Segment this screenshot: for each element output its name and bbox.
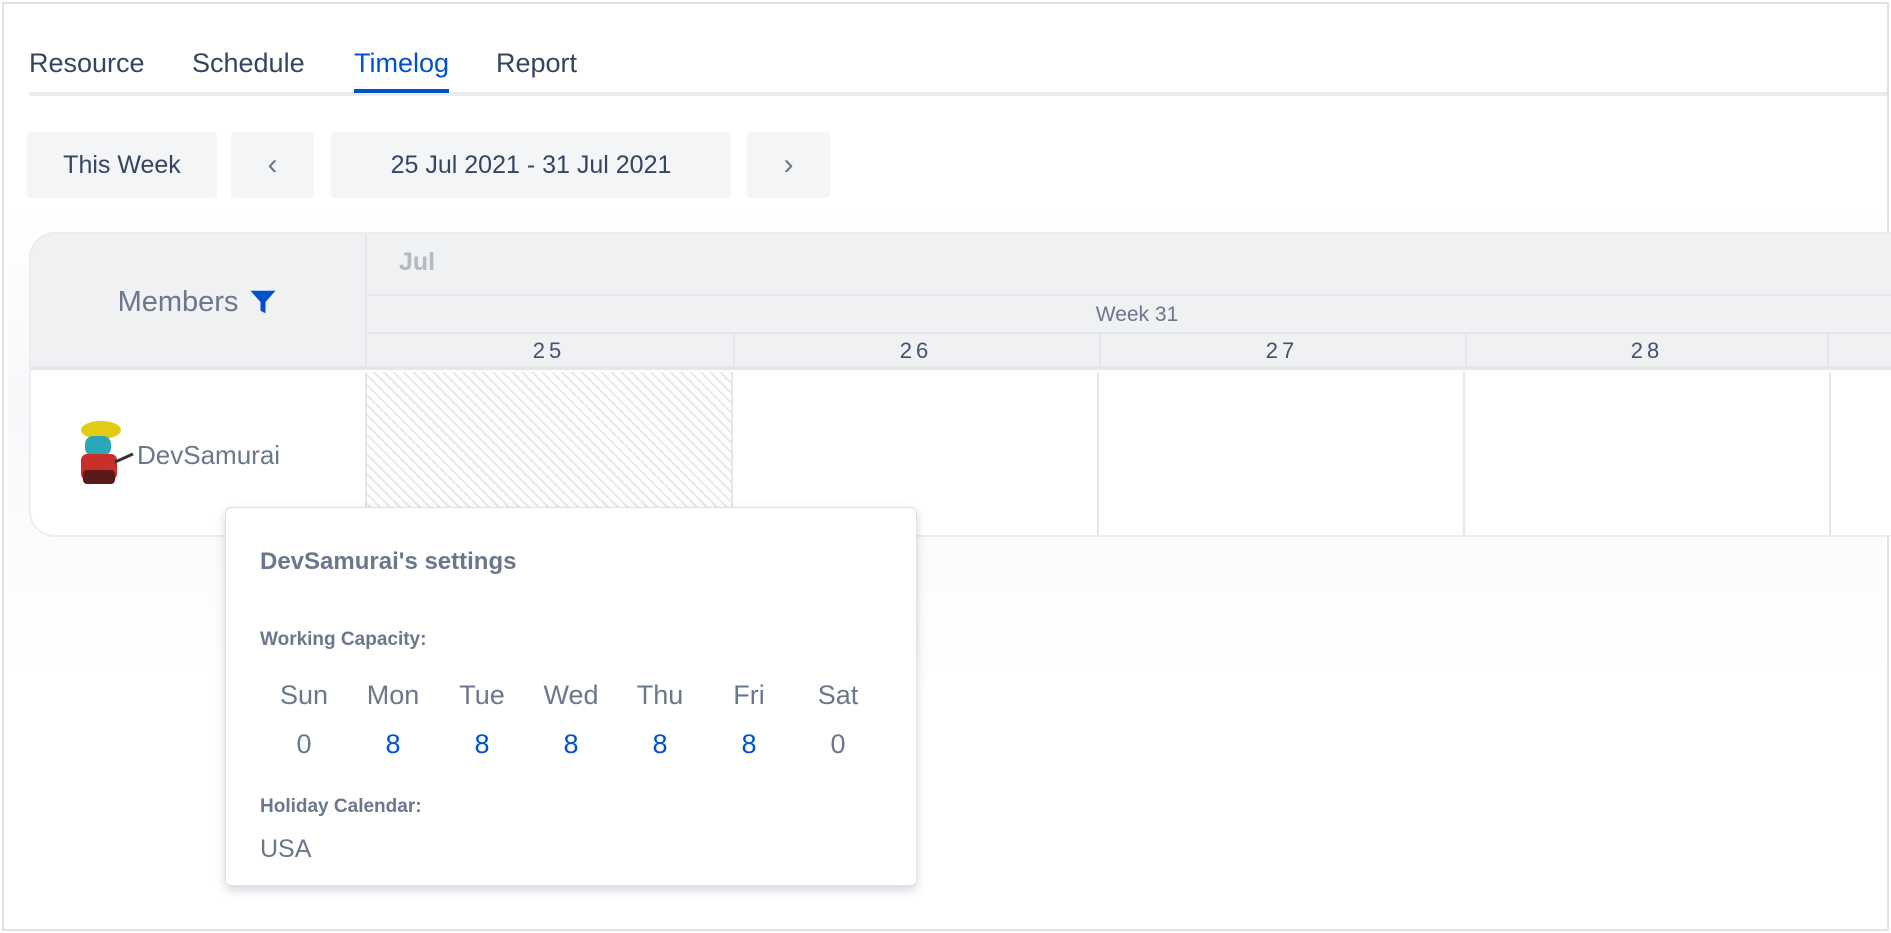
prev-week-button[interactable]: ‹ — [231, 132, 314, 198]
holiday-calendar-value: USA — [260, 835, 312, 863]
tab-timelog[interactable]: Timelog — [354, 48, 450, 93]
grid-header: Members Jul Week 31 25 26 27 28 — [31, 234, 1891, 370]
month-label: Jul — [399, 248, 436, 276]
date-range-button[interactable]: 25 Jul 2021 - 31 Jul 2021 — [331, 132, 731, 198]
capacity-day: Wed — [543, 680, 599, 710]
timeline-grid: Members Jul Week 31 25 26 27 28 De — [29, 232, 1891, 537]
working-capacity-label: Working Capacity: — [260, 629, 427, 650]
members-header: Members — [31, 234, 367, 370]
day-header: 28 — [1465, 334, 1829, 368]
divider — [367, 332, 1891, 334]
member-row[interactable]: DevSamurai — [71, 418, 280, 492]
capacity-day: Thu — [636, 680, 684, 710]
capacity-hours: 0 — [830, 729, 846, 759]
day-cell[interactable] — [733, 372, 1099, 535]
capacity-day: Fri — [733, 680, 765, 710]
tab-schedule[interactable]: Schedule — [192, 48, 305, 78]
capacity-day: Sun — [279, 680, 329, 710]
capacity-hours: 8 — [385, 729, 401, 759]
tab-report[interactable]: Report — [496, 48, 578, 78]
day-cell[interactable] — [1099, 372, 1465, 535]
capacity-day: Tue — [459, 680, 505, 710]
capacity-hours: 8 — [652, 729, 668, 759]
member-cell — [31, 372, 367, 535]
capacity-hours: 8 — [563, 729, 579, 759]
members-label: Members — [117, 285, 239, 318]
member-settings-popup: DevSamurai's settings Working Capacity: … — [225, 507, 917, 886]
capacity-hours: 8 — [741, 729, 757, 759]
divider — [367, 294, 1891, 296]
day-header: 26 — [733, 334, 1097, 368]
capacity-day: Sat — [817, 680, 859, 710]
day-header: 25 — [532, 338, 566, 363]
holiday-calendar-label: Holiday Calendar: — [260, 796, 422, 817]
next-week-button[interactable]: › — [747, 132, 830, 198]
day-cell[interactable] — [1465, 372, 1831, 535]
capacity-hours: 0 — [296, 729, 312, 759]
member-name: DevSamurai — [137, 439, 281, 470]
tab-resource[interactable]: Resource — [29, 48, 145, 78]
week-label: Week 31 — [1095, 303, 1179, 326]
capacity-hours: 8 — [474, 729, 490, 759]
capacity-day: Mon — [366, 680, 420, 710]
chevron-left-icon: ‹ — [267, 148, 278, 181]
popup-title: DevSamurai's settings — [260, 548, 517, 575]
this-week-button[interactable]: This Week — [27, 132, 217, 198]
tab-bar: Resource Schedule Timelog Report — [29, 44, 1887, 96]
chevron-right-icon: › — [783, 148, 794, 181]
filter-icon[interactable] — [248, 287, 278, 317]
samurai-avatar-icon — [81, 421, 134, 484]
day-header: 27 — [1099, 334, 1463, 368]
